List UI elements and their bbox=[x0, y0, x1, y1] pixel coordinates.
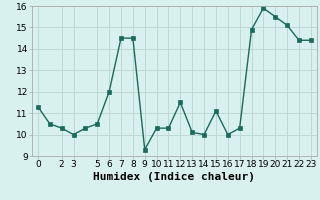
X-axis label: Humidex (Indice chaleur): Humidex (Indice chaleur) bbox=[93, 172, 255, 182]
